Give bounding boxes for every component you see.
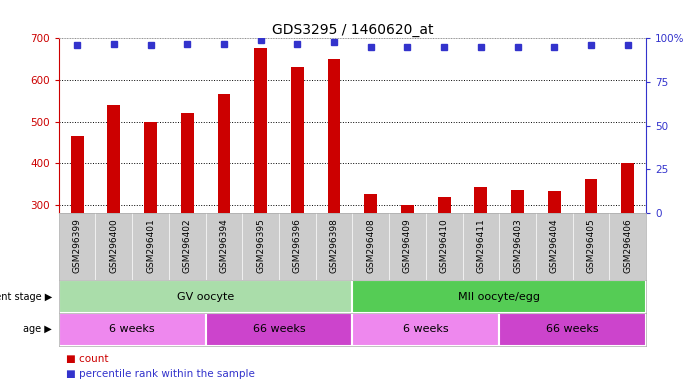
Text: GSM296395: GSM296395 bbox=[256, 218, 265, 273]
Bar bbox=[548, 192, 560, 213]
Bar bbox=[70, 136, 84, 213]
Bar bbox=[352, 313, 499, 346]
Bar bbox=[499, 313, 646, 346]
Text: age ▶: age ▶ bbox=[23, 324, 52, 334]
Text: 6 weeks: 6 weeks bbox=[109, 324, 155, 334]
Text: 66 weeks: 66 weeks bbox=[547, 324, 599, 334]
Title: GDS3295 / 1460620_at: GDS3295 / 1460620_at bbox=[272, 23, 433, 37]
Bar bbox=[328, 59, 341, 213]
Text: ■ count: ■ count bbox=[66, 354, 108, 364]
Text: 66 weeks: 66 weeks bbox=[253, 324, 305, 334]
Bar bbox=[585, 179, 598, 213]
Text: GSM296401: GSM296401 bbox=[146, 218, 155, 273]
Bar bbox=[291, 67, 304, 213]
Text: MII oocyte/egg: MII oocyte/egg bbox=[458, 291, 540, 302]
Bar bbox=[475, 187, 487, 213]
Text: 6 weeks: 6 weeks bbox=[403, 324, 448, 334]
Text: GSM296396: GSM296396 bbox=[293, 218, 302, 273]
Bar bbox=[206, 313, 352, 346]
Bar bbox=[621, 163, 634, 213]
Text: GSM296404: GSM296404 bbox=[550, 218, 559, 273]
Text: GSM296403: GSM296403 bbox=[513, 218, 522, 273]
Text: GSM296399: GSM296399 bbox=[73, 218, 82, 273]
Bar bbox=[511, 190, 524, 213]
Bar bbox=[59, 313, 206, 346]
Text: ■ percentile rank within the sample: ■ percentile rank within the sample bbox=[66, 369, 254, 379]
Bar bbox=[401, 205, 414, 213]
Text: GSM296410: GSM296410 bbox=[439, 218, 448, 273]
Bar bbox=[144, 122, 157, 213]
Bar bbox=[107, 105, 120, 213]
Bar bbox=[181, 113, 193, 213]
Bar bbox=[438, 197, 451, 213]
Bar bbox=[364, 194, 377, 213]
Text: GSM296411: GSM296411 bbox=[476, 218, 485, 273]
Text: GSM296408: GSM296408 bbox=[366, 218, 375, 273]
Bar bbox=[218, 94, 230, 213]
Bar bbox=[59, 280, 352, 313]
Text: GSM296405: GSM296405 bbox=[587, 218, 596, 273]
Text: GV oocyte: GV oocyte bbox=[177, 291, 234, 302]
Text: GSM296400: GSM296400 bbox=[109, 218, 118, 273]
Text: GSM296402: GSM296402 bbox=[182, 218, 191, 273]
Bar bbox=[254, 48, 267, 213]
Text: development stage ▶: development stage ▶ bbox=[0, 291, 52, 302]
Text: GSM296409: GSM296409 bbox=[403, 218, 412, 273]
Text: GSM296394: GSM296394 bbox=[220, 218, 229, 273]
Text: GSM296406: GSM296406 bbox=[623, 218, 632, 273]
Bar bbox=[352, 280, 646, 313]
Text: GSM296398: GSM296398 bbox=[330, 218, 339, 273]
